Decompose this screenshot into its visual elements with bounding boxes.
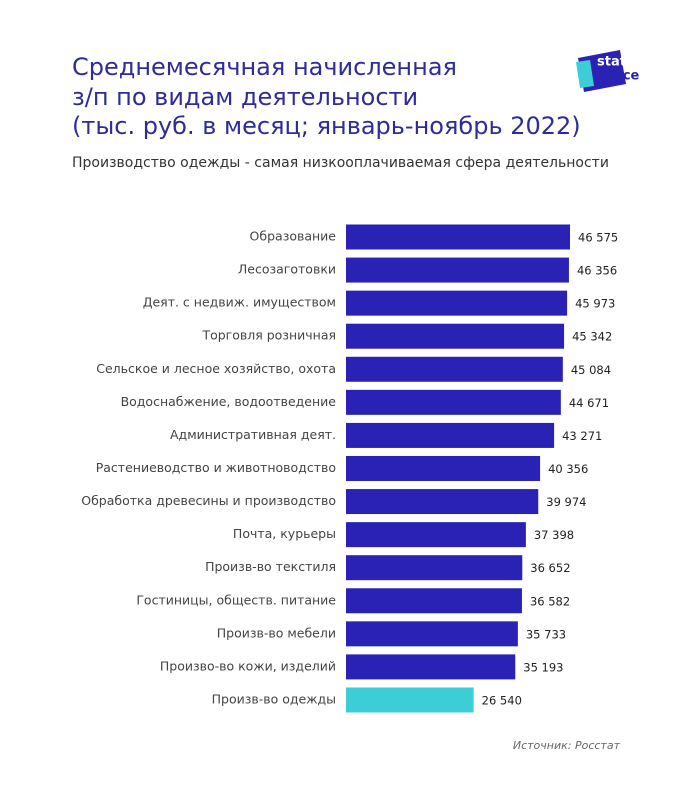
- category-label: Административная деят.: [170, 427, 336, 442]
- value-label: 46 575: [578, 231, 618, 245]
- bar: [346, 455, 541, 481]
- category-label: Водоснабжение, водоотведение: [121, 394, 337, 409]
- category-label: Произв-во одежды: [212, 691, 336, 706]
- value-label: 44 671: [569, 396, 609, 410]
- bar: [346, 522, 526, 548]
- category-label: Гостиницы, обществ. питание: [136, 592, 336, 607]
- category-label: Обработка древесины и производство: [81, 493, 336, 508]
- value-label: 37 398: [534, 528, 574, 542]
- bar: [346, 588, 522, 614]
- category-label: Произв-во мебели: [217, 625, 336, 640]
- logo-accent: [576, 60, 594, 88]
- category-label: Почта, курьеры: [233, 526, 336, 541]
- chart-title: з/п по видам деятельности: [72, 83, 418, 111]
- value-label: 26 540: [482, 693, 522, 707]
- value-label: 45 084: [571, 363, 611, 377]
- category-label: Образование: [250, 229, 337, 244]
- bar: [346, 323, 565, 349]
- chart-title: Среднемесячная начисленная: [72, 53, 457, 81]
- value-label: 39 974: [546, 495, 586, 509]
- bar: [346, 687, 474, 713]
- category-label: Деят. с недвиж. имуществом: [143, 295, 336, 310]
- category-label: Произво-во кожи, изделий: [160, 658, 336, 673]
- chart-subtitle: Производство одежды - самая низкооплачив…: [72, 155, 609, 171]
- value-label: 46 356: [577, 264, 617, 278]
- category-label: Растениеводство и животноводство: [96, 460, 336, 475]
- value-label: 43 271: [562, 429, 602, 443]
- bar: [346, 290, 568, 316]
- value-label: 45 973: [575, 297, 615, 311]
- bar: [346, 654, 516, 680]
- chart-title: (тыс. руб. в месяц; январь-ноябрь 2022): [72, 112, 581, 140]
- value-label: 36 652: [530, 561, 570, 575]
- bar: [346, 356, 563, 382]
- value-label: 36 582: [530, 594, 570, 608]
- value-label: 40 356: [548, 462, 588, 476]
- bar: [346, 621, 518, 647]
- category-label: Торговля розничная: [201, 328, 336, 343]
- category-label: Лесозаготовки: [238, 262, 336, 277]
- value-label: 35 733: [526, 627, 566, 641]
- bar: [346, 489, 539, 515]
- logo-text: stat: [597, 55, 626, 70]
- bar: [346, 422, 555, 448]
- bar: [346, 555, 523, 581]
- bar: [346, 224, 570, 250]
- bar: [346, 257, 569, 283]
- value-label: 45 342: [572, 330, 612, 344]
- value-label: 35 193: [523, 660, 563, 674]
- category-label: Произв-во текстиля: [205, 559, 336, 574]
- category-label: Сельское и лесное хозяйство, охота: [96, 361, 336, 376]
- source-note: Источник: Росстат: [513, 739, 621, 752]
- logo-text: space: [597, 69, 640, 84]
- bar: [346, 389, 561, 415]
- logo: stat space: [576, 50, 640, 92]
